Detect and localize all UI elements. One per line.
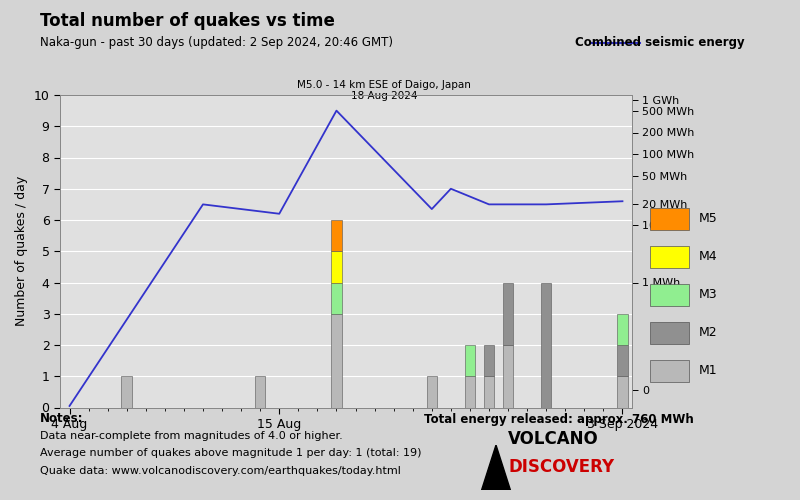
Text: Total number of quakes vs time: Total number of quakes vs time: [40, 12, 335, 30]
Bar: [650, 284, 690, 306]
Text: Combined seismic energy: Combined seismic energy: [575, 36, 745, 49]
Bar: [465, 345, 475, 376]
Bar: [484, 376, 494, 408]
Bar: [465, 376, 475, 408]
Bar: [650, 208, 690, 231]
Text: Naka-gun - past 30 days (updated: 2 Sep 2024, 20:46 GMT): Naka-gun - past 30 days (updated: 2 Sep …: [40, 36, 393, 49]
Text: M2: M2: [698, 326, 717, 340]
Text: Notes:: Notes:: [40, 412, 83, 426]
Bar: [541, 282, 551, 408]
Bar: [426, 376, 437, 408]
Text: Average number of quakes above magnitude 1 per day: 1 (total: 19): Average number of quakes above magnitude…: [40, 448, 422, 458]
Text: Data near-complete from magnitudes of 4.0 or higher.: Data near-complete from magnitudes of 4.…: [40, 431, 342, 441]
Text: M4: M4: [698, 250, 717, 264]
Text: M1: M1: [698, 364, 717, 378]
Bar: [503, 345, 514, 408]
Text: M5.0 - 14 km ESE of Daigo, Japan
18 Aug 2024: M5.0 - 14 km ESE of Daigo, Japan 18 Aug …: [297, 80, 471, 101]
Bar: [650, 246, 690, 268]
Bar: [255, 376, 266, 408]
Bar: [618, 345, 628, 376]
Bar: [650, 322, 690, 344]
Bar: [331, 251, 342, 282]
Text: M5: M5: [698, 212, 717, 226]
Bar: [618, 376, 628, 408]
Text: Total energy released: approx. 760 MWh: Total energy released: approx. 760 MWh: [424, 412, 694, 426]
Text: DISCOVERY: DISCOVERY: [508, 458, 614, 475]
Text: VOLCANO: VOLCANO: [508, 430, 598, 448]
Bar: [650, 360, 690, 382]
Bar: [331, 282, 342, 314]
Bar: [618, 314, 628, 345]
Bar: [331, 314, 342, 408]
Bar: [331, 220, 342, 251]
Text: Quake data: www.volcanodiscovery.com/earthquakes/today.html: Quake data: www.volcanodiscovery.com/ear…: [40, 466, 401, 476]
Text: M3: M3: [698, 288, 717, 302]
Bar: [122, 376, 132, 408]
Bar: [503, 282, 514, 345]
Y-axis label: Number of quakes / day: Number of quakes / day: [15, 176, 28, 326]
Polygon shape: [482, 445, 510, 490]
Bar: [484, 345, 494, 376]
